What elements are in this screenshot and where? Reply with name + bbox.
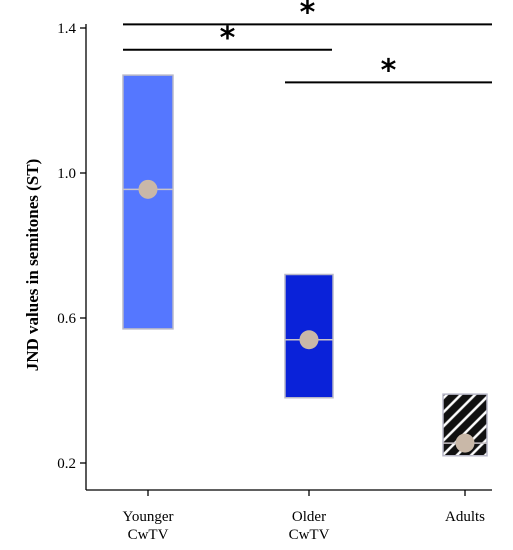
x-category-label-line: CwTV <box>128 527 169 543</box>
x-category-label-line: Adults <box>445 509 485 525</box>
significance-star: * <box>381 53 397 88</box>
mean-marker <box>138 179 158 199</box>
x-category-label: Adults <box>445 509 485 525</box>
y-tick-label: 1.0 <box>57 166 76 182</box>
y-tick-label: 0.2 <box>57 456 76 472</box>
significance-star: * <box>300 0 316 30</box>
x-category-label-line: CwTV <box>289 527 330 543</box>
x-category-label-line: Older <box>292 509 326 525</box>
range-box <box>122 74 174 330</box>
x-category-label: Older CwTV <box>289 509 330 543</box>
mean-marker <box>299 330 319 350</box>
y-tick-label: 1.4 <box>57 21 76 37</box>
y-tick-label: 0.6 <box>57 311 76 327</box>
mean-marker <box>455 433 475 453</box>
y-axis-title: JND values in semitones (ST) <box>23 159 42 372</box>
x-category-label-line: Younger <box>123 509 174 525</box>
x-category-label: Younger CwTV <box>123 509 174 543</box>
plot-area: 1.4 1.0 0.6 0.2 Younger CwTV Older CwTV Adults * *… <box>57 0 492 543</box>
significance-star: * <box>220 21 236 56</box>
